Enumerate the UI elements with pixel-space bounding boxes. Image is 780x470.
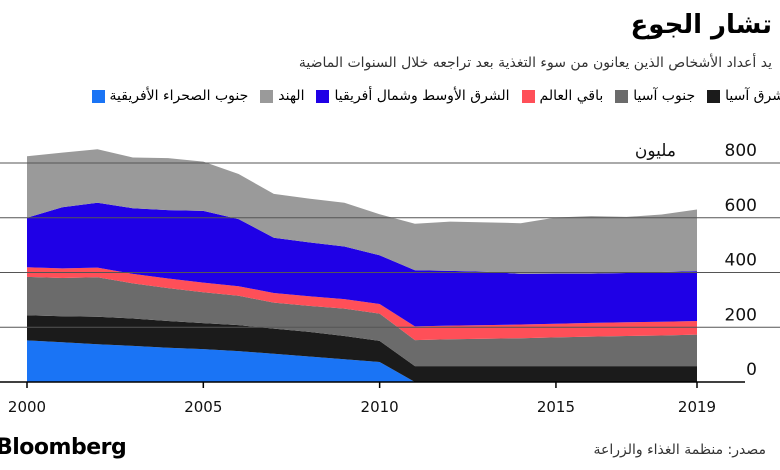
legend-item-rest-of-world: باقي العالم: [521, 88, 604, 104]
x-tick-label: 2019: [678, 398, 716, 416]
y-tick-label: 200: [725, 305, 757, 325]
legend-label: جنوب آسيا: [633, 88, 696, 104]
legend-item-mena: الشرق الأوسط وشمال أفريقيا: [316, 88, 510, 104]
legend-swatch: [521, 89, 535, 103]
x-tick-label: 2000: [8, 398, 46, 416]
area-series-0: [27, 340, 697, 382]
legend-swatch: [707, 89, 721, 103]
source-note: مصدر: منظمة الغذاء والزراعة: [593, 442, 766, 458]
legend-swatch: [260, 89, 274, 103]
chart-subtitle: يد أعداد الأشخاص الذين يعانون من سوء الت…: [298, 55, 772, 71]
legend-swatch: [316, 89, 330, 103]
y-tick-label: 800: [725, 141, 757, 161]
legend-swatch: [91, 89, 105, 103]
legend-label: الشرق الأوسط وشمال أفريقيا: [334, 88, 510, 104]
y-unit-label: مليون: [635, 141, 676, 161]
legend: شرق آسيا جنوب آسيا باقي العالم الشرق الأ…: [91, 88, 780, 104]
x-axis: 2000 2005 2010 2015 2019: [0, 381, 745, 416]
legend-swatch: [615, 89, 629, 103]
legend-item-sub-saharan-africa: جنوب الصحراء الأفريقية: [91, 88, 249, 104]
area-series-1: [27, 315, 697, 382]
legend-item-india: الهند: [260, 88, 304, 104]
x-tick-label: 2010: [361, 398, 399, 416]
y-tick-label: 400: [725, 251, 757, 271]
x-tick-label: 2005: [184, 398, 222, 416]
legend-label: جنوب الصحراء الأفريقية: [109, 88, 249, 104]
legend-item-east-asia: شرق آسيا: [707, 88, 780, 104]
x-tick-label: 2015: [537, 398, 575, 416]
area-layers: [27, 149, 697, 382]
gridlines: [0, 162, 780, 328]
chart-title: تشار الجوع: [630, 10, 772, 40]
legend-label: شرق آسيا: [725, 88, 780, 104]
area-series-3: [27, 267, 697, 341]
area-series-4: [27, 202, 697, 327]
y-tick-label: 0: [746, 360, 757, 380]
y-axis: 0 200 400 600 800 مليون: [635, 141, 757, 380]
area-series-2: [27, 276, 697, 367]
legend-item-south-asia: جنوب آسيا: [615, 88, 695, 104]
y-tick-label: 600: [725, 196, 757, 216]
legend-label: الهند: [278, 88, 305, 104]
area-series-5: [27, 149, 697, 274]
legend-label: باقي العالم: [539, 88, 604, 104]
bloomberg-logo: Bloomberg: [0, 435, 127, 460]
